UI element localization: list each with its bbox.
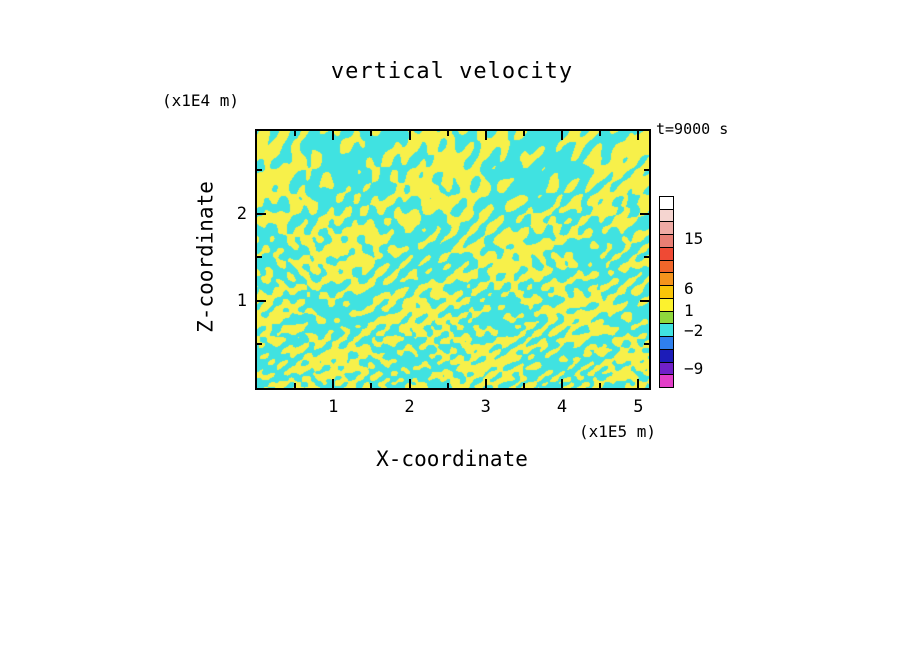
x-tick <box>637 131 639 140</box>
plot-area <box>255 129 651 390</box>
colorbar-segment <box>660 197 673 210</box>
colorbar-segment <box>660 235 673 248</box>
z-tick <box>257 213 266 215</box>
colorbar-segment <box>660 247 673 261</box>
colorbar-label: 1 <box>684 300 694 320</box>
x-minor-tick <box>294 383 296 388</box>
z-tick <box>257 300 266 302</box>
colorbar-segment <box>660 209 673 223</box>
x-tick <box>485 379 487 388</box>
colorbar-label: −2 <box>684 320 704 340</box>
z-axis-label: Z-coordinate <box>193 181 218 333</box>
x-tick-label: 3 <box>480 397 491 417</box>
z-tick <box>640 213 649 215</box>
z-tick-label: 1 <box>236 290 247 311</box>
x-tick <box>561 379 563 388</box>
x-minor-tick <box>523 383 525 388</box>
x-tick-label: 1 <box>328 397 339 417</box>
x-minor-tick <box>447 131 449 136</box>
x-tick-label: 2 <box>404 397 415 417</box>
x-tick <box>409 131 411 140</box>
x-axis-label: X-coordinate <box>376 447 528 471</box>
z-minor-tick <box>644 256 649 258</box>
colorbar <box>659 196 674 388</box>
colorbar-label: 6 <box>684 279 694 299</box>
z-minor-tick <box>644 343 649 345</box>
x-minor-tick <box>370 131 372 136</box>
x-tick <box>561 131 563 140</box>
x-tick <box>332 379 334 388</box>
colorbar-label: 15 <box>684 228 704 248</box>
x-minor-tick <box>294 131 296 136</box>
z-minor-tick <box>257 256 262 258</box>
x-tick-label: 5 <box>633 397 644 417</box>
x-minor-tick <box>599 383 601 388</box>
colorbar-segment <box>660 362 673 376</box>
x-minor-tick <box>370 383 372 388</box>
x-minor-tick <box>599 131 601 136</box>
z-tick-label: 2 <box>236 203 247 224</box>
x-tick <box>409 379 411 388</box>
x-minor-tick <box>447 383 449 388</box>
colorbar-segment <box>660 349 673 363</box>
chart-title: vertical velocity <box>330 59 574 84</box>
heatmap-field <box>257 131 649 388</box>
colorbar-segment <box>660 260 673 274</box>
colorbar-segment <box>660 298 673 312</box>
colorbar-segment <box>660 337 673 350</box>
z-minor-tick <box>644 169 649 171</box>
z-minor-tick <box>257 169 262 171</box>
x-tick <box>332 131 334 140</box>
colorbar-segment <box>660 375 673 388</box>
colorbar-segment <box>660 273 673 287</box>
x-axis-unit: (x1E5 m) <box>578 422 656 441</box>
axis-ticks <box>257 131 649 388</box>
colorbar-label: −9 <box>684 358 704 378</box>
z-tick <box>640 300 649 302</box>
time-label: t=9000 s <box>656 120 729 138</box>
z-minor-tick <box>257 343 262 345</box>
x-tick-label: 4 <box>556 397 568 417</box>
colorbar-segment <box>660 222 673 236</box>
colorbar-segment <box>660 286 673 299</box>
colorbar-segment <box>660 324 673 338</box>
colorbar-segment <box>660 311 673 325</box>
x-tick <box>485 131 487 140</box>
x-minor-tick <box>523 131 525 136</box>
x-tick <box>637 379 639 388</box>
z-axis-unit: (x1E4 m) <box>162 91 240 110</box>
